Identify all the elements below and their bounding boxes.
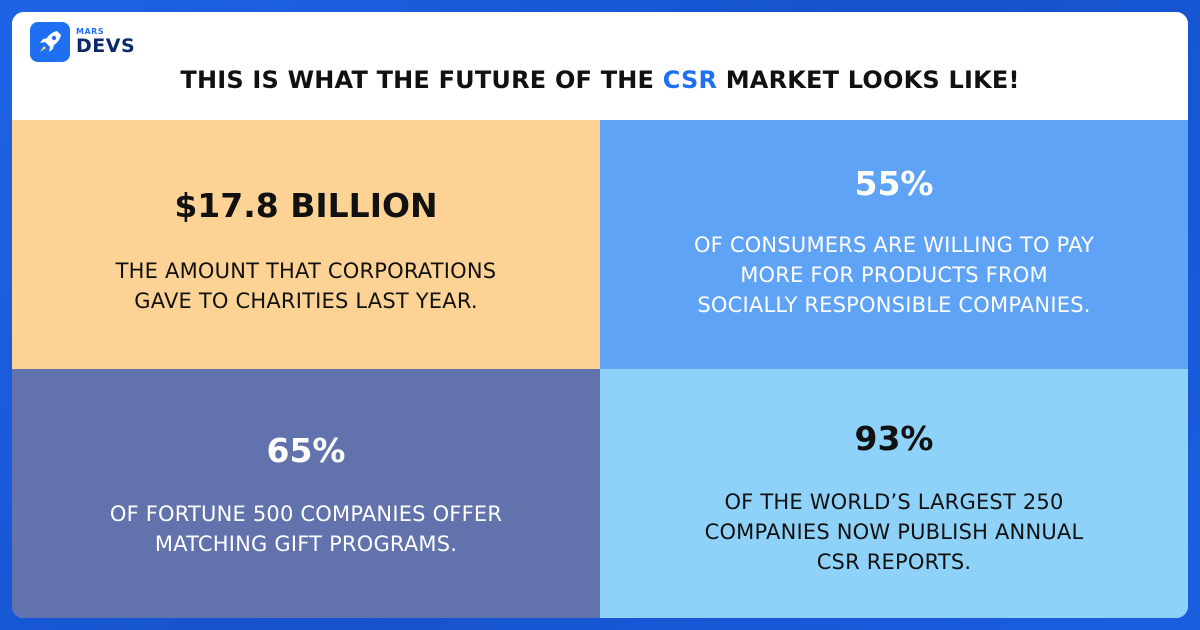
stat-value: 93% — [854, 419, 934, 458]
stat-description-line: SOCIALLY RESPONSIBLE COMPANIES. — [697, 293, 1091, 317]
stat-description: OF CONSUMERS ARE WILLING TO PAY MORE FOR… — [630, 230, 1158, 320]
stat-description-line: MORE FOR PRODUCTS FROM — [740, 263, 1048, 287]
stat-panel-csr-reports: 93% OF THE WORLD’S LARGEST 250 COMPANIES… — [600, 369, 1188, 618]
stats-grid: $17.8 BILLION THE AMOUNT THAT CORPORATIO… — [12, 120, 1188, 618]
headline-accent: CSR — [662, 66, 718, 94]
brand-big-text: DEVS — [76, 35, 136, 57]
stat-description-line: COMPANIES NOW PUBLISH ANNUAL — [704, 520, 1084, 544]
stat-description: THE AMOUNT THAT CORPORATIONS GAVE TO CHA… — [52, 256, 560, 316]
brand-logo[interactable]: MARS DEVS — [30, 22, 135, 62]
stat-description-line: OF CONSUMERS ARE WILLING TO PAY — [693, 233, 1095, 257]
headline-before: THIS IS WHAT THE FUTURE OF THE — [180, 66, 663, 94]
stat-description-line: OF THE WORLD’S LARGEST 250 — [724, 490, 1064, 514]
stat-value: 55% — [854, 164, 934, 203]
stat-panel-fortune-500: 65% OF FORTUNE 500 COMPANIES OFFER MATCH… — [12, 369, 600, 618]
headline: THIS IS WHAT THE FUTURE OF THE CSR MARKE… — [12, 66, 1188, 94]
stat-description-line: MATCHING GIFT PROGRAMS. — [154, 532, 458, 556]
stat-panel-donations: $17.8 BILLION THE AMOUNT THAT CORPORATIO… — [12, 120, 600, 369]
stat-description: OF THE WORLD’S LARGEST 250 COMPANIES NOW… — [640, 487, 1148, 577]
stat-value: $17.8 BILLION — [174, 186, 438, 225]
headline-after: MARKET LOOKS LIKE! — [717, 66, 1020, 94]
brand-small-text: MARS — [76, 27, 105, 36]
stat-description-line: OF FORTUNE 500 COMPANIES OFFER — [109, 502, 503, 526]
stat-value: 65% — [266, 431, 346, 470]
stat-description-line: GAVE TO CHARITIES LAST YEAR. — [134, 289, 478, 313]
rocket-icon — [30, 22, 70, 62]
stat-description-line: CSR REPORTS. — [816, 550, 972, 574]
brand-wordmark: MARS DEVS — [76, 28, 135, 56]
stat-panel-consumers: 55% OF CONSUMERS ARE WILLING TO PAY MORE… — [600, 120, 1188, 369]
header: MARS DEVS THIS IS WHAT THE FUTURE OF THE… — [12, 12, 1188, 120]
stat-description-line: THE AMOUNT THAT CORPORATIONS — [115, 259, 497, 283]
infographic-card: MARS DEVS THIS IS WHAT THE FUTURE OF THE… — [12, 12, 1188, 618]
stat-description: OF FORTUNE 500 COMPANIES OFFER MATCHING … — [52, 499, 560, 559]
